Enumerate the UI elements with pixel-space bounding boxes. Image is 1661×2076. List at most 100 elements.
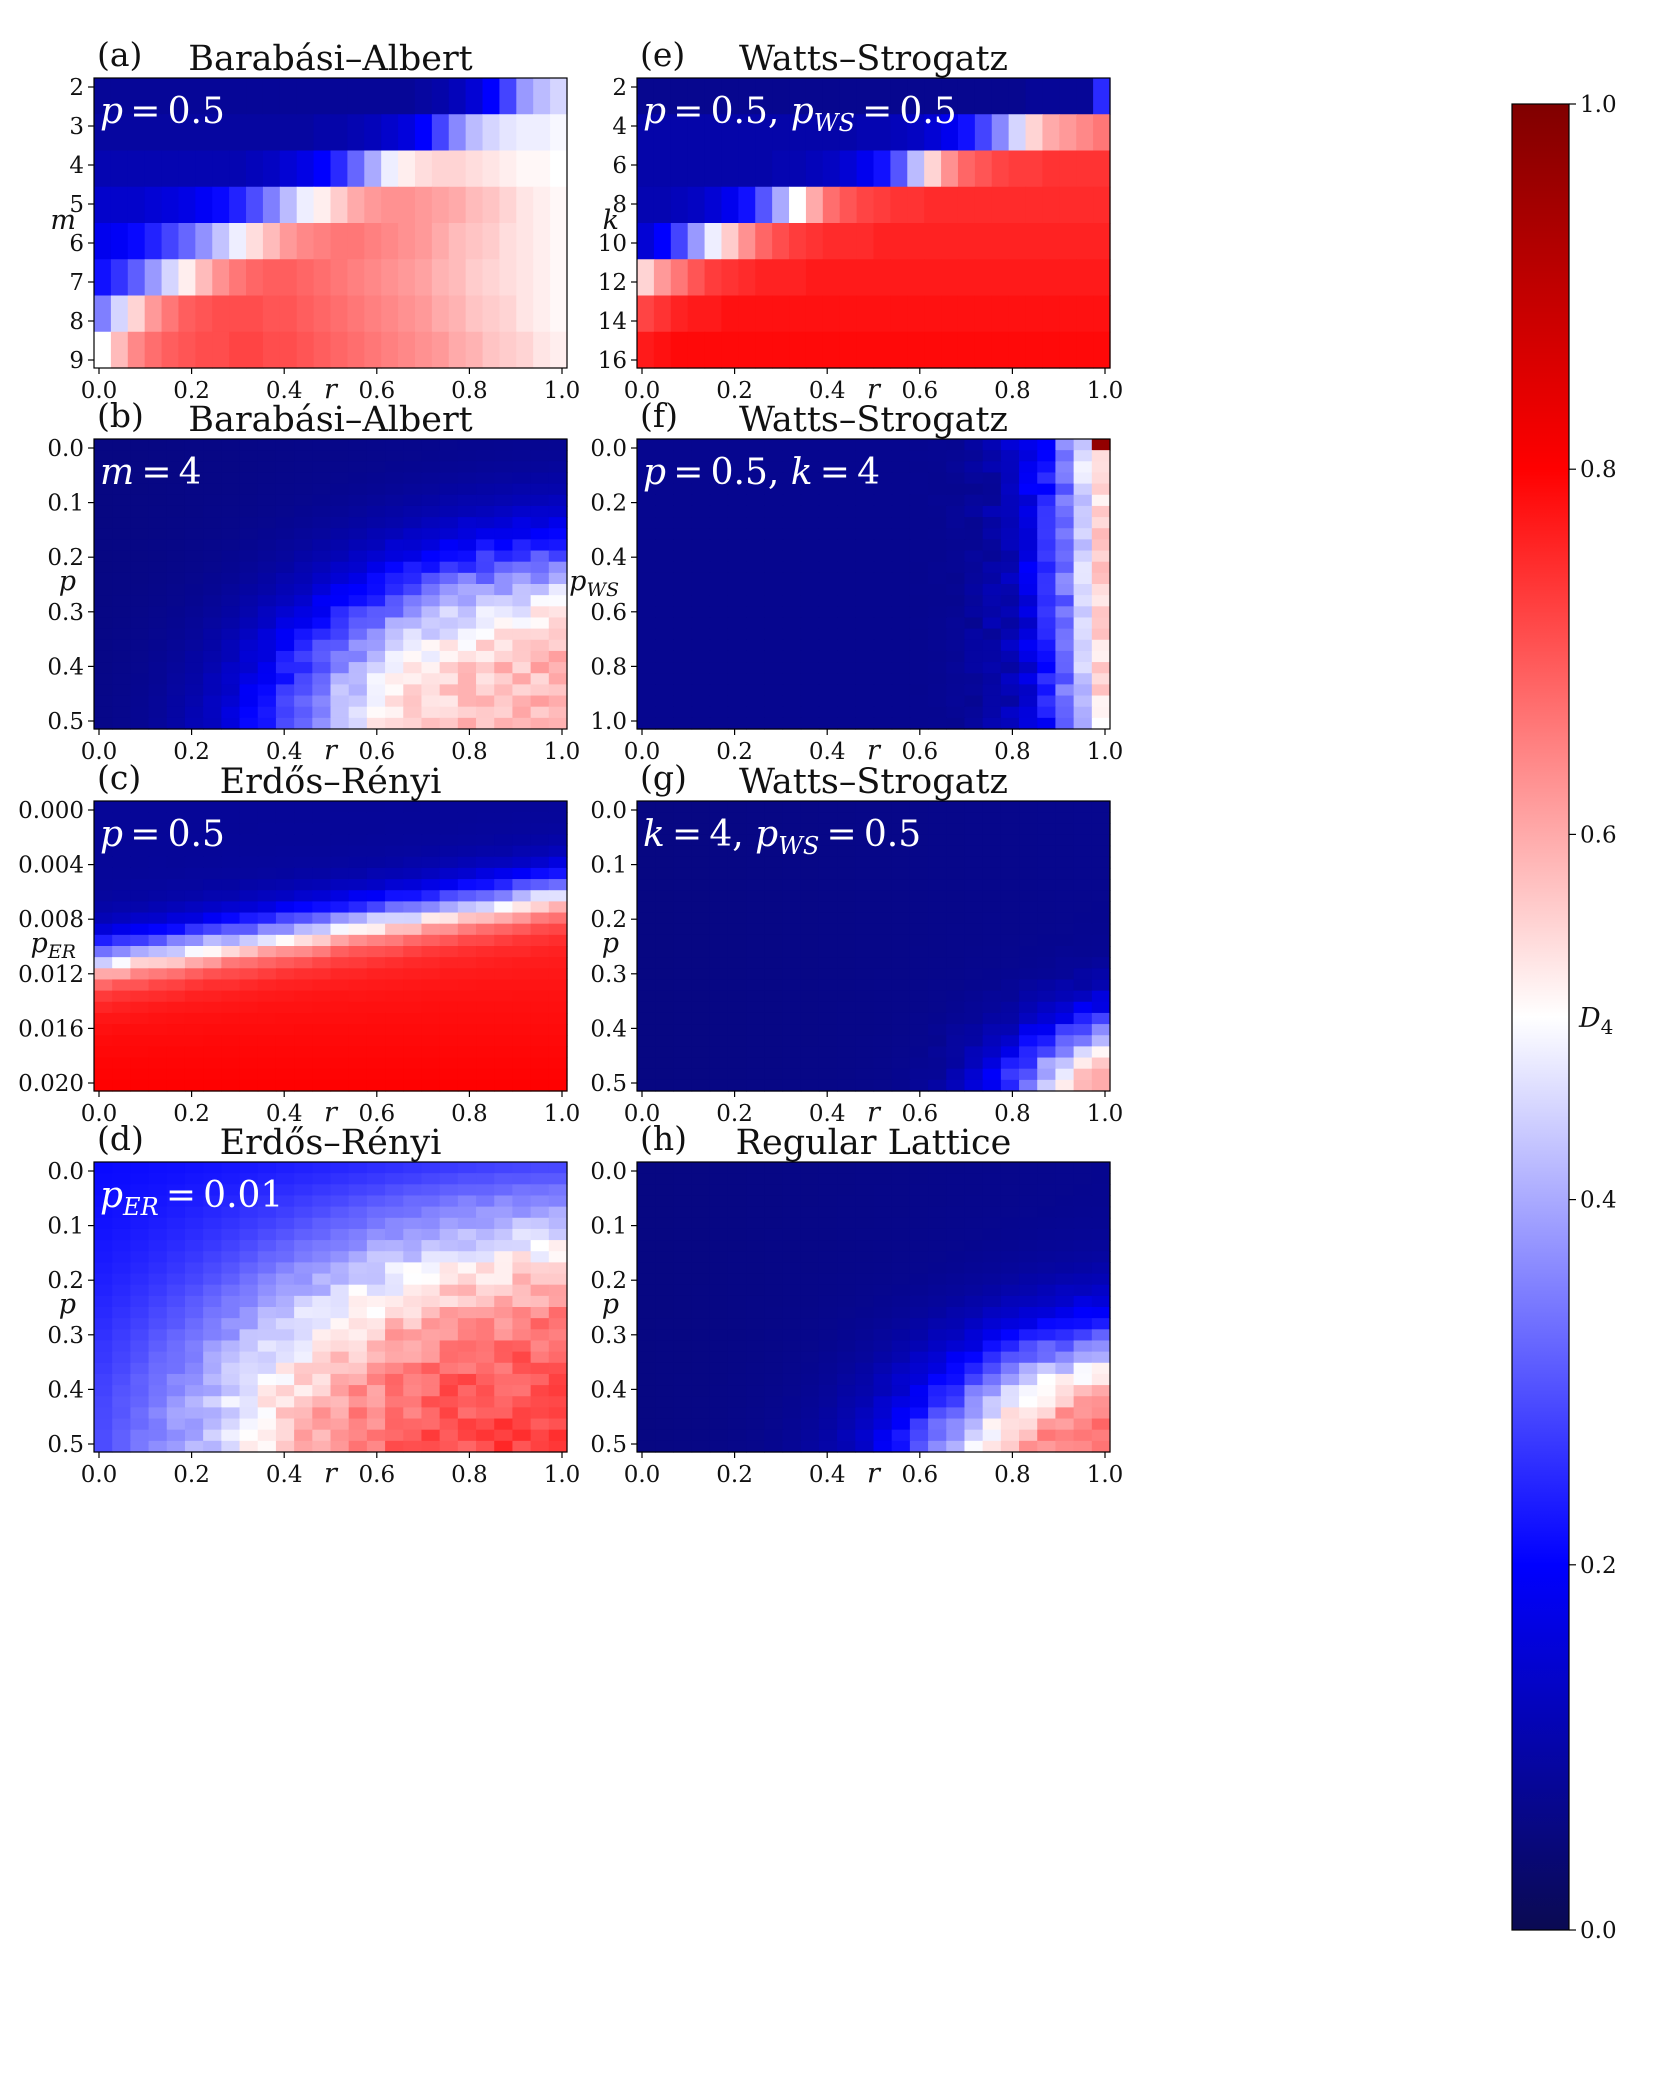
heatmap-cell (1019, 1385, 1038, 1397)
y-tick-label: 0.2 (590, 907, 627, 933)
heatmap-cell (148, 1035, 168, 1047)
heatmap-cell (385, 867, 404, 880)
heatmap-cell (1019, 483, 1038, 496)
heatmap-cell (439, 639, 459, 652)
heatmap-cell (530, 606, 550, 619)
heatmap-cell (800, 990, 820, 1003)
heatmap-cell (476, 1057, 495, 1070)
heatmap-cell (294, 834, 313, 847)
heatmap-cell (673, 584, 693, 596)
heatmap-cell (1073, 1173, 1093, 1185)
heatmap-cell (457, 1184, 477, 1197)
heatmap-cell (800, 879, 820, 891)
heatmap-cell (148, 1318, 168, 1330)
heatmap-cell (239, 606, 259, 619)
heatmap-cell (709, 1184, 729, 1197)
heatmap-cell (1019, 472, 1038, 485)
heatmap-cell (457, 812, 477, 824)
heatmap-cell (1073, 684, 1093, 697)
heatmap-cell (1055, 823, 1075, 836)
heatmap-cell (928, 472, 947, 485)
heatmap-cell (1019, 934, 1038, 947)
heatmap-cell (166, 472, 186, 485)
heatmap-cell (873, 150, 891, 188)
heatmap-cell (148, 834, 168, 847)
heatmap-cell (982, 673, 1002, 685)
heatmap-cell (482, 259, 501, 297)
heatmap-cell (148, 934, 168, 947)
heatmap-cell (982, 879, 1002, 891)
heatmap-cell (764, 1001, 784, 1014)
heatmap-cell (655, 1373, 674, 1386)
heatmap-cell (928, 1184, 947, 1197)
heatmap-cell (1055, 1012, 1075, 1025)
heatmap-cell (1091, 1001, 1111, 1014)
y-tick-label: 0.2 (47, 1268, 84, 1294)
heatmap-cell (439, 1307, 459, 1319)
heatmap-cell (294, 439, 313, 451)
heatmap-cell (837, 628, 856, 641)
y-tick-label: 0.4 (47, 654, 84, 680)
heatmap-cell (385, 528, 404, 540)
heatmap-cell (366, 1373, 386, 1386)
heatmap-cell (385, 572, 404, 585)
heatmap-cell (909, 1057, 929, 1070)
heatmap-cell (1073, 706, 1093, 719)
heatmap-cell (239, 1329, 259, 1342)
heatmap-cell (800, 572, 820, 585)
heatmap-cell (873, 1228, 893, 1241)
heatmap-cell (476, 968, 495, 981)
heatmap-cell (1091, 934, 1111, 947)
heatmap-cell (746, 890, 765, 902)
heatmap-cell (348, 1228, 368, 1241)
heatmap-cell (312, 957, 332, 969)
heatmap-cell (457, 1206, 477, 1219)
heatmap-cell (637, 595, 656, 607)
heatmap-cell (1000, 1173, 1020, 1185)
heatmap-cell (439, 1385, 459, 1397)
heatmap-cell (512, 1251, 532, 1263)
heatmap-cell (239, 517, 259, 529)
heatmap-cell (855, 494, 875, 507)
heatmap-cell (964, 528, 984, 540)
heatmap-cell (130, 706, 150, 719)
heatmap-cell (818, 1057, 838, 1070)
heatmap-cell (673, 461, 693, 474)
heatmap-cell (94, 879, 113, 891)
heatmap-cell (494, 639, 514, 652)
heatmap-cell (110, 186, 129, 224)
heatmap-cell (764, 890, 784, 902)
heatmap-cell (548, 1046, 568, 1059)
heatmap-cell (764, 662, 784, 674)
heatmap-cell (294, 1206, 313, 1219)
y-tick-label: 4 (612, 114, 627, 140)
heatmap-cell (257, 505, 277, 518)
heatmap-cell (746, 628, 765, 641)
heatmap-cell (130, 1440, 150, 1453)
heatmap-cell (166, 1035, 186, 1047)
heatmap-cell (1000, 1184, 1020, 1197)
heatmap-cell (279, 78, 298, 115)
heatmap-cell (891, 1057, 911, 1070)
heatmap-cell (512, 1195, 532, 1208)
heatmap-cell (709, 684, 729, 697)
heatmap-cell (805, 331, 824, 369)
heatmap-cell (800, 1429, 820, 1442)
heatmap-cell (221, 968, 241, 981)
heatmap-cell (184, 1173, 204, 1185)
heatmap-cell (221, 1173, 241, 1185)
heatmap-cell (330, 617, 350, 630)
heatmap-cell (403, 1429, 423, 1442)
heatmap-cell (112, 946, 131, 958)
heatmap-cell (822, 186, 841, 224)
heatmap-cell (166, 856, 186, 869)
heatmap-cell (818, 439, 838, 451)
heatmap-cell (746, 1046, 765, 1059)
heatmap-cell (148, 572, 168, 585)
heatmap-cell (746, 584, 765, 596)
heatmap-cell (494, 867, 514, 880)
heatmap-cell (130, 946, 150, 958)
heatmap-cell (494, 662, 514, 674)
heatmap-cell (818, 617, 838, 630)
heatmap-cell (366, 1329, 386, 1342)
